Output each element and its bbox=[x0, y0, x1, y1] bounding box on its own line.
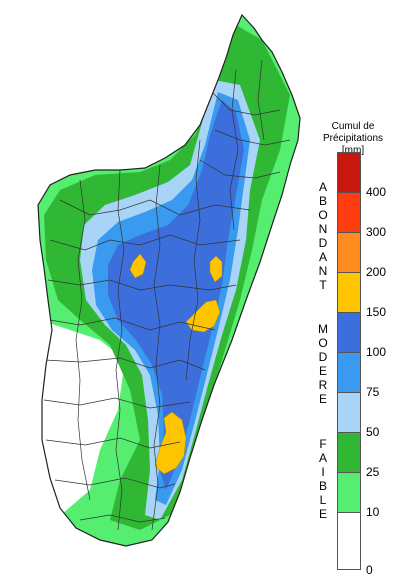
legend-swatch bbox=[337, 152, 361, 193]
legend-swatch bbox=[337, 432, 361, 473]
category-letter: E bbox=[318, 392, 327, 406]
scale-tick-label: 75 bbox=[366, 385, 380, 399]
scale-tick-label: 400 bbox=[366, 185, 387, 199]
category-letter: N bbox=[318, 264, 328, 278]
legend-unit: [mm] bbox=[341, 145, 365, 156]
scale-tick-label: 300 bbox=[366, 225, 387, 239]
legend-swatch bbox=[337, 312, 361, 353]
legend-swatch bbox=[337, 272, 361, 313]
category-letter: L bbox=[319, 493, 327, 507]
legend-swatch bbox=[337, 392, 361, 433]
category-letter: O bbox=[318, 208, 328, 222]
legend-swatch bbox=[337, 352, 361, 393]
zone-150-200 bbox=[154, 411, 187, 475]
scale-tick-label: 50 bbox=[366, 425, 380, 439]
district-boundaries bbox=[43, 59, 291, 531]
scale-tick-label: 10 bbox=[366, 505, 380, 519]
category-letter: M bbox=[318, 322, 328, 336]
zone-150-200 bbox=[209, 255, 223, 283]
color-scale bbox=[337, 152, 361, 570]
category-letter: E bbox=[318, 507, 327, 521]
scale-tick-label: 100 bbox=[366, 345, 387, 359]
rainfall-zones bbox=[38, 15, 300, 546]
legend-swatch bbox=[337, 192, 361, 233]
category-letter: A bbox=[318, 180, 327, 194]
legend-swatch bbox=[337, 472, 361, 513]
legend-title-line2: Précipitations bbox=[322, 133, 384, 144]
island-outline bbox=[37, 13, 301, 547]
zone-100-150 bbox=[108, 100, 244, 490]
category-letter: D bbox=[318, 236, 328, 250]
category-letter: E bbox=[318, 364, 327, 378]
legend-swatch bbox=[337, 512, 361, 570]
category-letter: B bbox=[318, 194, 327, 208]
category-letter: B bbox=[318, 479, 327, 493]
scale-tick-label: 25 bbox=[366, 465, 380, 479]
legend-title: Cumul de Précipitations [mm] bbox=[308, 121, 398, 157]
category-letter: A bbox=[318, 451, 327, 465]
category-letter: A bbox=[318, 250, 327, 264]
scale-tick-label: 150 bbox=[366, 305, 387, 319]
category-letter: O bbox=[318, 336, 328, 350]
rainfall-map bbox=[37, 13, 301, 547]
zone-150-200 bbox=[129, 253, 147, 279]
category-letter: F bbox=[319, 437, 327, 451]
category-letter: I bbox=[321, 465, 325, 479]
scale-tick-label: 200 bbox=[366, 265, 387, 279]
legend-swatch bbox=[337, 232, 361, 273]
category-letter: D bbox=[318, 350, 328, 364]
category-letter: T bbox=[319, 278, 327, 292]
category-letter: R bbox=[318, 378, 328, 392]
scale-tick-label: 0 bbox=[366, 563, 373, 577]
category-letter: N bbox=[318, 222, 328, 236]
zone-150-200 bbox=[185, 299, 221, 333]
legend-title-line1: Cumul de bbox=[331, 121, 375, 132]
